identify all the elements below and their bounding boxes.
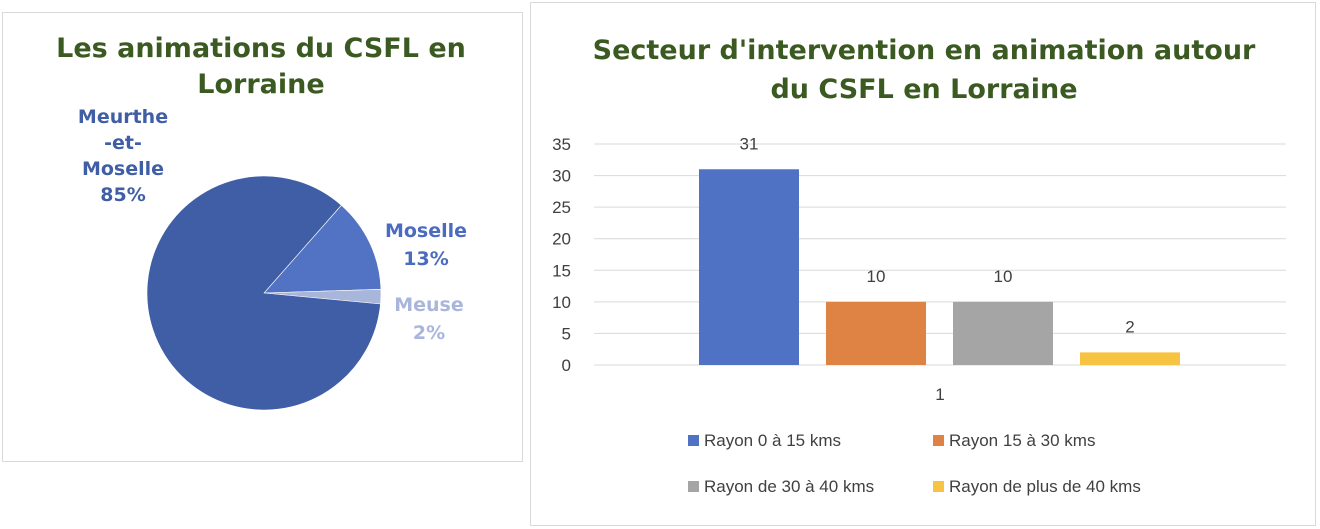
y-tick-label: 25 bbox=[552, 198, 571, 217]
y-tick-label: 20 bbox=[552, 230, 571, 249]
legend-swatch bbox=[688, 481, 699, 492]
pie-slice-value: 2% bbox=[413, 322, 445, 344]
legend-label: Rayon 0 à 15 kms bbox=[704, 431, 841, 450]
pie-slice-label: Meuse bbox=[394, 294, 464, 316]
pie-title-line: Lorraine bbox=[197, 69, 324, 100]
legend-swatch bbox=[933, 435, 944, 446]
y-tick-label: 0 bbox=[562, 356, 571, 375]
bar-title-line: Secteur d'intervention en animation auto… bbox=[593, 35, 1256, 66]
pie-slice-label: -et- bbox=[104, 132, 142, 154]
legend-label: Rayon 15 à 30 kms bbox=[949, 431, 1095, 450]
y-tick-label: 15 bbox=[552, 261, 571, 280]
y-tick-label: 35 bbox=[552, 135, 571, 154]
pie-slice bbox=[146, 175, 381, 411]
pie-slice bbox=[263, 204, 382, 294]
legend-label: Rayon de plus de 40 kms bbox=[949, 477, 1141, 496]
x-category-label: 1 bbox=[935, 385, 944, 404]
y-tick-label: 10 bbox=[552, 293, 571, 312]
bar bbox=[826, 301, 926, 365]
pie-title-line: Les animations du CSFL en bbox=[56, 33, 466, 64]
bar-data-label: 31 bbox=[740, 134, 759, 153]
legend-swatch bbox=[933, 481, 944, 492]
legend-swatch bbox=[688, 435, 699, 446]
bar-chart: Secteur d'intervention en animation auto… bbox=[552, 35, 1286, 496]
pie-slice-value: 85% bbox=[100, 184, 145, 206]
pie-chart: Les animations du CSFL en Lorraine Meurthe… bbox=[56, 33, 467, 411]
bar-title-line: du CSFL en Lorraine bbox=[770, 74, 1077, 105]
bar-chart-panel: Secteur d'intervention en animation auto… bbox=[530, 2, 1316, 526]
bar-data-label: 2 bbox=[1125, 317, 1134, 336]
pie-slice-label: Meurthe bbox=[78, 106, 168, 128]
bar bbox=[699, 169, 799, 365]
bar bbox=[953, 301, 1053, 365]
pie-slice-label: Moselle bbox=[82, 158, 164, 180]
legend-label: Rayon de 30 à 40 kms bbox=[704, 477, 874, 496]
bar bbox=[1080, 352, 1180, 365]
pie-slice-label: Moselle bbox=[385, 220, 467, 242]
y-tick-label: 30 bbox=[552, 167, 571, 186]
bar-data-label: 10 bbox=[994, 267, 1013, 286]
y-tick-label: 5 bbox=[562, 324, 571, 343]
pie-slice-value: 13% bbox=[403, 248, 448, 270]
pie-chart-panel: Les animations du CSFL en Lorraine Meurthe… bbox=[2, 12, 523, 462]
bar-data-label: 10 bbox=[867, 267, 886, 286]
